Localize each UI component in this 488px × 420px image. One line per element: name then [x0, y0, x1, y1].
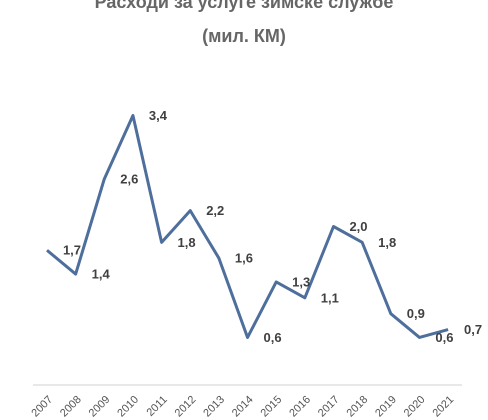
data-label: 0,6: [435, 330, 453, 345]
chart-subtitle: (мил. КМ): [202, 26, 286, 46]
data-label: 0,9: [407, 306, 425, 321]
data-label: 0,7: [464, 322, 482, 337]
data-label: 3,4: [149, 108, 168, 123]
data-label: 0,6: [264, 330, 282, 345]
data-label: 1,8: [378, 235, 396, 250]
data-label: 1,4: [92, 266, 111, 281]
data-line: [46, 114, 449, 339]
data-label: 2,2: [206, 203, 224, 218]
data-label: 2,6: [120, 171, 138, 186]
data-label: 2,0: [349, 219, 367, 234]
data-label: 1,1: [321, 290, 339, 305]
data-label: 1,7: [63, 243, 81, 258]
chart-title: Расходи за услуге зимске службе: [95, 0, 394, 12]
data-label: 1,3: [292, 274, 310, 289]
data-label: 1,6: [235, 251, 253, 266]
data-label: 1,8: [178, 235, 196, 250]
